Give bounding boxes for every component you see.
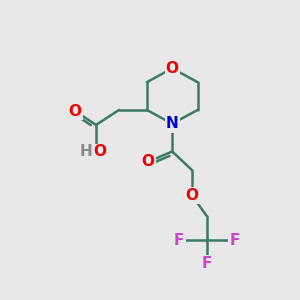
Text: O: O — [93, 145, 106, 160]
Text: F: F — [174, 233, 184, 248]
Text: O: O — [185, 188, 198, 203]
Text: O: O — [142, 154, 154, 169]
Text: H: H — [79, 145, 92, 160]
Text: F: F — [230, 233, 240, 248]
Text: N: N — [166, 116, 178, 131]
Text: O: O — [69, 103, 82, 118]
Text: O: O — [166, 61, 179, 76]
Text: F: F — [202, 256, 212, 271]
